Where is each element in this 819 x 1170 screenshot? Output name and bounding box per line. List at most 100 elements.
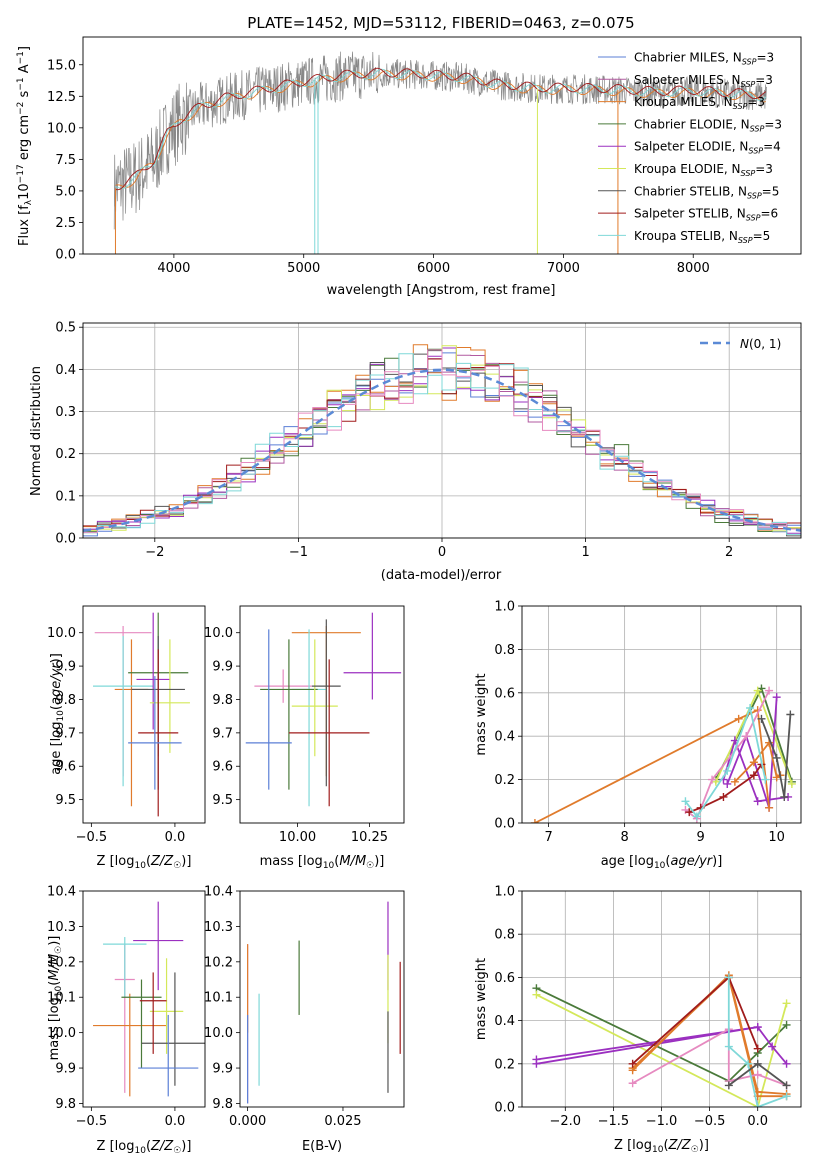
mass_vs_EBV-ytick-label: 10.3 (204, 920, 233, 935)
weight_vs_age-point-marker (753, 686, 762, 695)
weight_vs_Z-series-line (631, 973, 787, 1095)
legend-label: Salpeter MILES, NSSP=3 (634, 73, 773, 89)
weight_vs_age-point-marker (749, 758, 758, 767)
weight_vs_age-ylabel: mass weight (474, 673, 489, 755)
legend-label: Kroupa MILES, NSSP=3 (634, 95, 765, 111)
spectrum-xtick-label: 4000 (157, 261, 190, 276)
weight_vs_age-series-line (726, 697, 778, 809)
ageM-xlabel: mass [log10(M/M☉)] (260, 854, 385, 871)
residuals-ytick-label: 0.5 (55, 321, 76, 336)
mass_vs_EBV-ytick-label: 9.8 (212, 1097, 233, 1112)
spectrum-ytick-label: 0.0 (55, 248, 76, 263)
spectrum-ytick-label: 5.0 (55, 184, 76, 199)
mass_vs_EBV-ytick-label: 10.1 (204, 991, 233, 1006)
mass_vs_EBV-xtick-label: 0.025 (324, 1114, 361, 1129)
legend-label: Kroupa ELODIE, NSSP=3 (634, 162, 773, 178)
massZ-xlabel: Z [log10(Z/Z☉)] (97, 1139, 192, 1156)
weight_vs_Z-point-marker (753, 1070, 762, 1079)
weight_vs_age-point-marker (730, 777, 739, 786)
weight_vs_age-ytick-label: 0.4 (494, 730, 515, 745)
weight_vs_Z-point-marker (628, 1059, 637, 1068)
residuals-xtick-label: −1 (289, 545, 308, 560)
ebv-xlabel: E(B-V) (302, 1139, 342, 1154)
weight_vs_Z-ylabel: mass weight (474, 958, 489, 1040)
weight_vs_age-point-marker (757, 714, 766, 723)
mass_vs_Z-ytick-label: 10.3 (47, 920, 76, 935)
spectrum-xtick-label: 5000 (287, 261, 320, 276)
mass_vs_EBV-ytick-label: 9.9 (212, 1062, 233, 1077)
weight_vs_age-point-marker (692, 812, 701, 821)
weight_vs_age-point-marker (719, 792, 728, 801)
weight_vs_Z-point-marker (782, 1081, 791, 1090)
spectrum-plot (113, 51, 768, 254)
legend-label: Salpeter STELIB, NSSP=6 (634, 207, 778, 223)
spectrum-xtick-label: 6000 (417, 261, 450, 276)
weight_vs_age-point-marker (772, 753, 781, 762)
weight_vs_Z-xtick-label: −0.5 (694, 1114, 726, 1129)
residuals-xtick-label: 2 (725, 545, 733, 560)
weight_vs_Z-point-marker (753, 1044, 762, 1053)
age_vs_mass-plot (245, 612, 402, 807)
weight_vs_age-point-marker (765, 686, 774, 695)
weight_vs_age-series-line (760, 714, 792, 798)
spectrum-xtick-label: 8000 (677, 261, 710, 276)
mass_vs_EBV-ytick-label: 10.2 (204, 955, 233, 970)
weight_vs_Z-point-marker (628, 1079, 637, 1088)
mass_vs_Z-ytick-label: 10.0 (47, 1026, 76, 1041)
spectrum-xlabel: wavelength [Angstrom, rest frame] (327, 283, 556, 298)
weight_vs_age-ytick-label: 0.8 (494, 643, 515, 658)
residuals-ytick-label: 0.1 (55, 489, 76, 504)
mass-ylabel: mass [log10(M/M☉)] (47, 936, 64, 1061)
weight_vs_age-point-marker (765, 803, 774, 812)
weight_vs_age-point-marker (786, 710, 795, 719)
residuals-ylabel: Normed distribution (29, 366, 44, 496)
weight_vs_Z-ytick-label: 0.0 (494, 1101, 515, 1116)
ageZ-xlabel: Z [log10(Z/Z☉)] (97, 854, 192, 871)
weight_vs_age-point-marker (530, 819, 539, 823)
mass_vs_Z-plot (93, 901, 205, 1097)
weight_vs_Z-series-line (535, 993, 788, 1107)
residuals-ytick-label: 0.3 (55, 405, 76, 420)
weight_vs_age-point-marker (787, 779, 796, 788)
weight_vs_Z-point-marker (532, 1059, 541, 1068)
legend-label: Salpeter ELODIE, NSSP=4 (634, 140, 781, 156)
weight_vs_Z-ytick-label: 0.4 (494, 1014, 515, 1029)
weight_vs_Z-point-marker (724, 1042, 733, 1051)
legend-label: Chabrier STELIB, NSSP=5 (634, 184, 779, 200)
age_vs_Z-ytick-label: 10.0 (47, 626, 76, 641)
age-ylabel: age [log10(age/yr)] (49, 653, 66, 775)
age_vs_mass-xtick-label: 10.25 (351, 830, 388, 845)
weight_vs_age-ytick-label: 0.2 (494, 773, 515, 788)
weight_vs_Z-ytick-label: 0.6 (494, 971, 515, 986)
spectrum-ytick-label: 10.0 (47, 121, 76, 136)
age_vs_mass-ytick-label: 9.8 (212, 693, 233, 708)
spectrum-data-line (113, 51, 768, 230)
age_vs_Z-ytick-label: 9.5 (55, 793, 76, 808)
weight_vs_Z-point-marker (744, 1059, 753, 1068)
spectrum-ytick-label: 2.5 (55, 216, 76, 231)
weight_vs_Z-ytick-label: 0.2 (494, 1057, 515, 1072)
weight_vs_Z-point-marker (753, 1103, 762, 1107)
legend-label: Kroupa STELIB, NSSP=5 (634, 229, 770, 245)
age_vs_Z-ytick-label: 9.6 (55, 760, 76, 775)
age_vs_Z-plot (93, 612, 190, 817)
residuals-ytick-label: 0.4 (55, 363, 76, 378)
weight_vs_Z-xtick-label: −1.0 (646, 1114, 678, 1129)
weight_vs_Z-point-marker (782, 1059, 791, 1068)
weight_vs_age-plot (522, 606, 801, 823)
age_vs_mass-frame (239, 605, 405, 824)
weight_vs_Z-point-marker (724, 973, 733, 982)
mass_vs_Z-ytick-label: 10.2 (47, 955, 76, 970)
weight_vs_age-point-marker (734, 714, 743, 723)
mass_vs_Z-ytick-label: 9.9 (55, 1062, 76, 1077)
weight_vs_age-point-marker (761, 775, 770, 784)
weight_vs_age-point-marker (772, 693, 781, 702)
mass_vs_EBV-ytick-label: 10.0 (204, 1026, 233, 1041)
weight_vs_Z-xtick-label: 0.0 (747, 1114, 768, 1129)
weight_vs_age-xlabel: age [log10(age/yr)] (601, 854, 723, 871)
weight_vs_age-ytick-label: 1.0 (494, 600, 515, 615)
gaussian-legend-label: N(0, 1) (740, 337, 781, 351)
histogram-step (83, 349, 801, 533)
legend-label: Chabrier MILES, NSSP=3 (634, 51, 774, 67)
